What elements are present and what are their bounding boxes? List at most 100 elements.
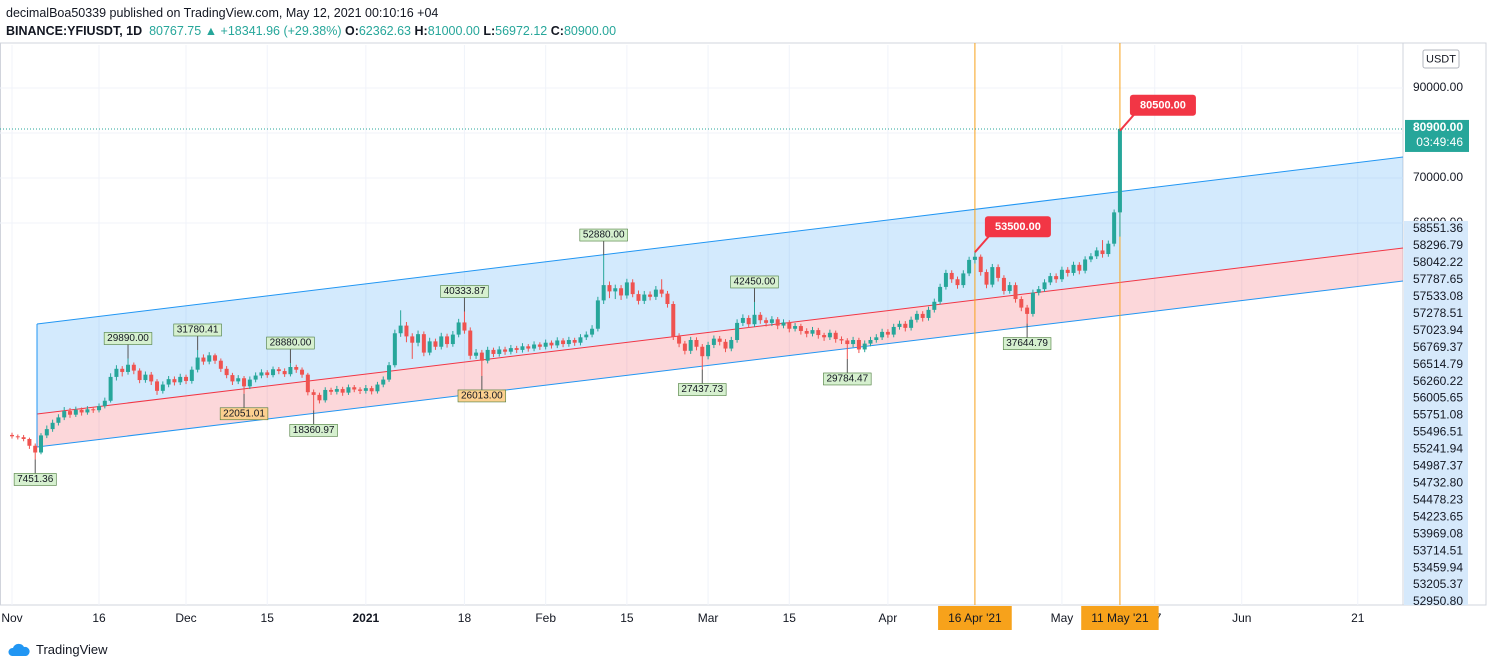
candle-body: [671, 304, 676, 337]
candle-body: [479, 352, 484, 361]
candle-body: [474, 352, 479, 356]
candle-body: [566, 340, 571, 345]
candle-body: [822, 335, 827, 338]
y2-tick-label: 53459.94: [1413, 560, 1463, 574]
candle-body: [1025, 307, 1030, 314]
channel-upper-fill: [37, 157, 1403, 414]
x-tick-label: 15: [620, 611, 634, 625]
y2-tick-label: 57533.08: [1413, 289, 1463, 303]
candle-body: [1036, 289, 1041, 293]
extreme-label: 31780.41: [177, 325, 219, 336]
candle-body: [648, 294, 653, 297]
candle-body: [798, 326, 803, 332]
ohlc-value: 56972.12: [495, 24, 548, 38]
candle-body: [375, 384, 380, 392]
brand: TradingView: [36, 642, 108, 657]
candle-body: [572, 340, 577, 343]
candle-body: [300, 369, 305, 375]
candle-body: [613, 288, 618, 292]
candle-body: [288, 367, 293, 375]
candle-body: [746, 317, 751, 325]
candle-body: [230, 375, 235, 382]
candle-body: [868, 340, 873, 344]
candle-body: [1042, 282, 1047, 290]
candle-body: [984, 272, 989, 285]
candle-body: [97, 406, 102, 411]
last-price-box: [1405, 119, 1469, 152]
x-tick-label: Dec: [175, 611, 196, 625]
extreme-label: 40333.87: [444, 286, 486, 297]
candle-body: [445, 336, 450, 345]
candle-body: [242, 378, 247, 387]
candle-body: [91, 409, 96, 411]
candle-body: [27, 439, 32, 446]
candle-body: [549, 342, 554, 346]
candle-body: [972, 256, 977, 260]
candle-body: [503, 349, 508, 352]
candle-body: [758, 314, 763, 321]
candle-body: [717, 338, 722, 342]
candle-body: [166, 379, 171, 385]
extreme-label-box: [579, 228, 628, 242]
candle-body: [630, 282, 635, 295]
extreme-label-box: [1002, 337, 1052, 350]
symbol-line: BINANCE:YFIUSDT, 1D 80767.75 ▲ +18341.96…: [6, 22, 616, 40]
candle-body: [967, 259, 972, 274]
x-tick-label: 2021: [352, 611, 379, 625]
candle-body: [1054, 276, 1059, 280]
candle-body: [793, 326, 798, 329]
currency: USDT: [1426, 53, 1456, 65]
y2-tick-label: 53714.51: [1413, 543, 1463, 557]
ohlc-value: 80900.00: [563, 24, 617, 38]
extreme-label-box: [173, 323, 222, 337]
candle-body: [108, 376, 113, 401]
extreme-label: 37644.79: [1006, 338, 1048, 349]
extreme-label-box: [678, 383, 727, 396]
candle-body: [143, 374, 148, 381]
extreme-label-box: [289, 424, 338, 437]
y2-tick-label: 58296.79: [1413, 238, 1463, 252]
ohlc-key: C:: [550, 24, 564, 38]
candle-body: [555, 340, 560, 346]
candle-body: [903, 323, 908, 328]
candle-body: [636, 294, 641, 301]
x-tick-label: Jun: [1232, 611, 1251, 625]
candle-body: [711, 338, 716, 345]
last-price-label: 80900.00: [1413, 120, 1463, 134]
candle-body: [537, 344, 542, 347]
candle-body: [891, 326, 896, 335]
candle-body: [578, 337, 583, 343]
extreme-label: 28880.00: [270, 338, 312, 349]
candle-body: [827, 332, 832, 338]
candle-body: [943, 272, 948, 287]
symbol: BINANCE:YFIUSDT, 1D: [6, 24, 143, 38]
currency-box: [1422, 49, 1460, 69]
candle-body: [358, 389, 363, 391]
candle-body: [1071, 264, 1076, 273]
candle-body: [688, 340, 693, 351]
channel-upper: [36, 156, 1404, 325]
y2-tick-label: 57278.51: [1413, 306, 1463, 320]
candle-body: [961, 273, 966, 286]
channel-lower-fill: [37, 248, 1403, 447]
candle-body: [1059, 269, 1064, 280]
candle-body: [456, 322, 461, 335]
candle-body: [978, 256, 983, 273]
y2-tick-label: 57023.94: [1413, 323, 1463, 337]
candle-body: [427, 341, 432, 353]
candle-body: [189, 369, 194, 381]
ohlc-key: H:: [414, 24, 428, 38]
y2-tick-label: 54223.65: [1413, 509, 1463, 523]
candle-body: [178, 376, 183, 383]
plot-frame: [0, 42, 1404, 606]
candle-body: [137, 370, 142, 381]
x-tick-label: Feb: [535, 611, 556, 625]
y2-tick-label: 56514.79: [1413, 357, 1463, 371]
candle-body: [39, 435, 44, 453]
candle-body: [421, 334, 426, 353]
candle-body: [508, 348, 513, 352]
change: ▲ +18341.96 (+29.38%): [204, 24, 342, 38]
candle-body: [642, 294, 647, 301]
candle-body: [439, 336, 444, 347]
